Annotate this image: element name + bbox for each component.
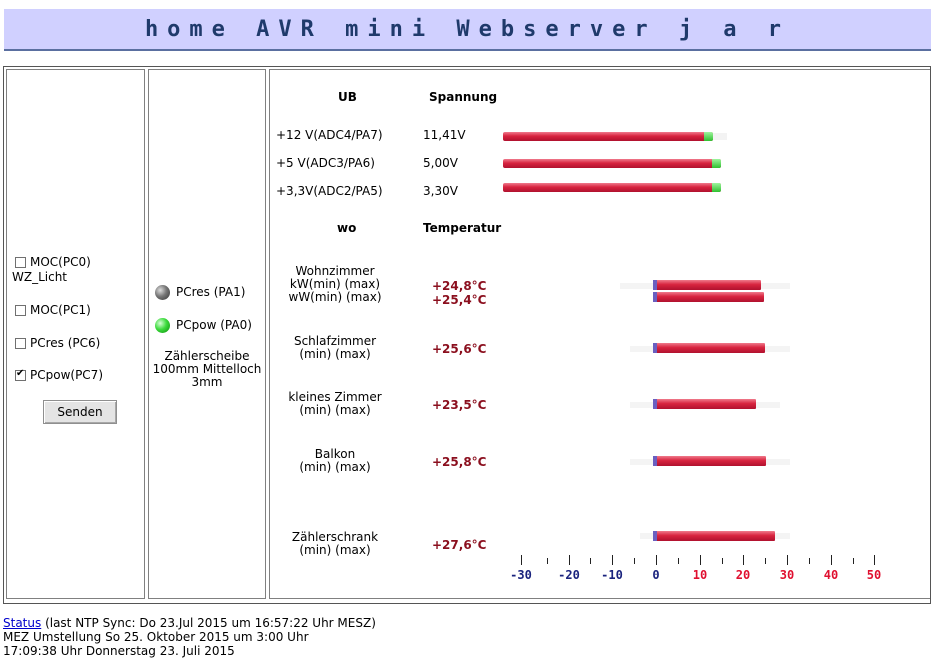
senden-button[interactable]: Senden: [43, 400, 117, 424]
voltage-bar-5v: [503, 159, 721, 168]
meter-note: Zählerscheibe 100mm Mittelloch 3mm: [149, 350, 265, 389]
temp-bar-kw: [653, 280, 761, 290]
temp-label-line: wW(min) (max): [288, 290, 382, 304]
note-line: 100mm Mittelloch: [152, 362, 262, 376]
temperatur-header: Temperatur: [423, 221, 502, 235]
note-line: Zählerscheibe: [164, 349, 250, 363]
temp-label-kleines-zimmer: kleines Zimmer (min) (max): [270, 391, 400, 417]
checkbox-label: PCpow(PC7): [30, 368, 104, 382]
status-link[interactable]: Status: [3, 616, 42, 630]
voltage-label-5v: +5 V(ADC3/PA6): [276, 156, 375, 170]
footer-line-1: Status (last NTP Sync: Do 23.Jul 2015 um…: [3, 616, 376, 630]
status-leds-panel: PCres (PA1) PCpow (PA0) Zählerscheibe 10…: [148, 69, 266, 599]
temp-label-line: (min) (max): [299, 543, 371, 557]
checkbox-label: MOC(PC1): [30, 303, 91, 317]
temp-label-balkon: Balkon (min) (max): [270, 448, 400, 474]
scale-tick-label: -20: [558, 568, 580, 582]
voltage-bar-12v: [503, 132, 727, 141]
temp-value-kw: +24,8°C: [432, 279, 487, 293]
temp-label-zaehlerschrank: Zählerschrank (min) (max): [270, 531, 400, 557]
temp-label-line: (min) (max): [299, 460, 371, 474]
temp-value-kleines-zimmer: +23,5°C: [432, 398, 487, 412]
scale-tick-label: 30: [779, 568, 795, 582]
footer-line-3: 17:09:38 Uhr Donnerstag 23. Juli 2015: [3, 644, 235, 658]
status-footer: Status (last NTP Sync: Do 23.Jul 2015 um…: [3, 616, 376, 658]
note-line: 3mm: [191, 375, 223, 389]
voltage-label-3v3: +3,3V(ADC2/PA5): [276, 184, 383, 198]
checkbox-sublabel: WZ_Licht: [12, 270, 68, 284]
wo-header: wo: [337, 221, 357, 235]
checkbox-pcpow-pc7[interactable]: PCpow(PC7): [15, 368, 103, 382]
temp-bar-ww: [653, 292, 764, 302]
checkbox-box[interactable]: [15, 338, 26, 349]
footer-line-2: MEZ Umstellung So 25. Oktober 2015 um 3:…: [3, 630, 309, 644]
temp-label-line: Balkon: [314, 447, 356, 461]
temp-bar-schlafzimmer: [653, 343, 765, 353]
voltage-value-5v: 5,00V: [423, 156, 458, 170]
voltage-value-12v: 11,41V: [423, 128, 466, 142]
scale-tick-label: 10: [692, 568, 708, 582]
voltage-bar-3v3: [503, 183, 721, 192]
scale-tick-label: -10: [601, 568, 623, 582]
temp-label-line: (min) (max): [299, 347, 371, 361]
checkbox-moc-pc1[interactable]: MOC(PC1): [15, 303, 91, 317]
temp-value-ww: +25,4°C: [432, 293, 487, 307]
temp-value-schlafzimmer: +25,6°C: [432, 342, 487, 356]
temp-value-zaehlerschrank: +27,6°C: [432, 538, 487, 552]
temp-bar-zaehlerschrank: [653, 531, 775, 541]
temp-label-line: kleines Zimmer: [288, 390, 382, 404]
temp-label-wohnzimmer: Wohnzimmer kW(min) (max) wW(min) (max): [270, 265, 400, 304]
temp-value-balkon: +25,8°C: [432, 455, 487, 469]
temp-label-schlafzimmer: Schlafzimmer (min) (max): [270, 335, 400, 361]
temp-bar-balkon: [653, 456, 766, 466]
temp-label-line: Wohnzimmer: [295, 264, 375, 278]
voltage-label-12v: +12 V(ADC4/PA7): [276, 128, 383, 142]
scale-tick-label: 40: [823, 568, 839, 582]
ntp-sync-text: (last NTP Sync: Do 23.Jul 2015 um 16:57:…: [41, 616, 376, 630]
voltage-value-3v3: 3,30V: [423, 184, 458, 198]
spannung-header: Spannung: [429, 90, 498, 104]
checkbox-box[interactable]: [15, 257, 26, 268]
led-off-icon: [155, 285, 170, 300]
temp-bar-kleines-zimmer: [653, 399, 756, 409]
led-on-icon: [155, 318, 170, 333]
checkbox-box[interactable]: [15, 305, 26, 316]
scale-tick-label: 50: [866, 568, 882, 582]
led-pcpow-row: PCpow (PA0): [155, 318, 252, 333]
scale-tick-label: -30: [510, 568, 532, 582]
checkbox-box[interactable]: [15, 368, 26, 381]
page-header: home AVR mini Webserver j a r: [4, 9, 931, 51]
page-title: home AVR mini Webserver j a r: [144, 17, 791, 42]
temp-label-line: Zählerschrank: [291, 530, 379, 544]
led-label: PCpow (PA0): [176, 318, 252, 332]
temp-label-line: kW(min) (max): [289, 277, 381, 291]
checkbox-pcres-pc6[interactable]: PCres (PC6): [15, 336, 100, 350]
main-table: MOC(PC0) WZ_Licht MOC(PC1) PCres (PC6) P…: [3, 66, 931, 604]
scale-tick-label: 20: [735, 568, 751, 582]
led-label: PCres (PA1): [176, 285, 246, 299]
temp-label-line: (min) (max): [299, 403, 371, 417]
measurements-panel: UB Spannung +12 V(ADC4/PA7) 11,41V +5 V(…: [269, 69, 930, 599]
scale-tick-label: 0: [652, 568, 660, 582]
checkbox-label: MOC(PC0): [30, 255, 91, 269]
controls-panel: MOC(PC0) WZ_Licht MOC(PC1) PCres (PC6) P…: [6, 69, 145, 599]
temp-label-line: Schlafzimmer: [293, 334, 377, 348]
checkbox-label: PCres (PC6): [30, 336, 101, 350]
ub-header: UB: [338, 90, 357, 104]
checkbox-moc-pc0[interactable]: MOC(PC0): [15, 255, 91, 269]
led-pcres-row: PCres (PA1): [155, 285, 245, 300]
